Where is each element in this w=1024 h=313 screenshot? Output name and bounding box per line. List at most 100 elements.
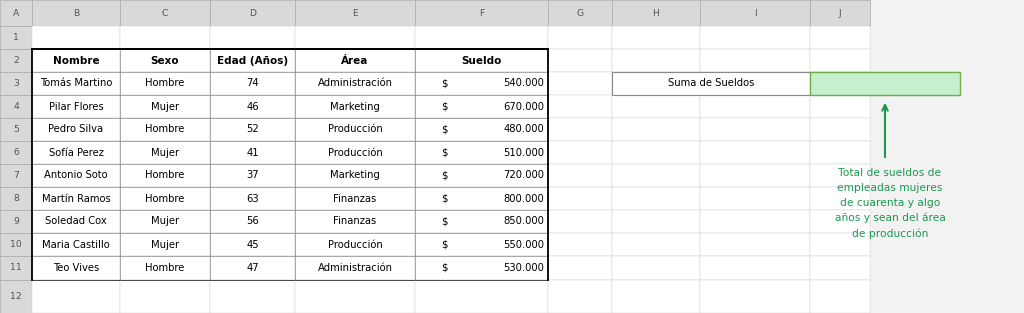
Text: B: B (73, 8, 79, 18)
Bar (295, 187, 415, 210)
Bar (415, 164, 548, 187)
Bar (612, 233, 700, 256)
Bar (0, 187, 32, 210)
Bar (810, 0, 870, 26)
Text: 45: 45 (246, 239, 259, 249)
Text: $: $ (441, 125, 447, 135)
Bar (548, 210, 612, 233)
Bar (810, 26, 870, 49)
Text: 720.000: 720.000 (503, 171, 544, 181)
Bar (810, 256, 870, 280)
Bar (0, 0, 32, 26)
Bar (120, 256, 210, 280)
Bar (415, 187, 548, 210)
Bar (0, 256, 32, 280)
Bar (120, 95, 210, 118)
Text: 850.000: 850.000 (503, 217, 544, 227)
Text: 56: 56 (246, 217, 259, 227)
Bar (612, 141, 700, 164)
Bar (295, 72, 415, 95)
Bar (295, 26, 415, 49)
Bar (295, 95, 415, 118)
Bar (700, 164, 810, 187)
Bar (612, 118, 700, 141)
Bar (612, 72, 700, 95)
Text: $: $ (441, 171, 447, 181)
Text: $: $ (441, 101, 447, 111)
Bar (210, 49, 295, 72)
Bar (700, 233, 810, 256)
Text: Maria Castillo: Maria Castillo (42, 239, 110, 249)
Bar (548, 49, 612, 72)
Bar (810, 187, 870, 210)
Bar (548, 164, 612, 187)
Text: Tomás Martino: Tomás Martino (40, 79, 113, 89)
Bar (210, 164, 295, 187)
Bar (415, 210, 548, 233)
Bar (810, 95, 870, 118)
Text: Sofía Perez: Sofía Perez (48, 147, 103, 157)
Text: Producción: Producción (328, 239, 382, 249)
Bar (810, 118, 870, 141)
Text: $: $ (441, 79, 447, 89)
Bar (612, 187, 700, 210)
Text: 46: 46 (246, 101, 259, 111)
Bar (810, 280, 870, 313)
Text: J: J (839, 8, 842, 18)
Text: H: H (652, 8, 659, 18)
Bar (32, 210, 120, 233)
Text: 4: 4 (13, 102, 18, 111)
Bar (0, 233, 32, 256)
Text: E: E (352, 8, 357, 18)
Bar (548, 256, 612, 280)
Bar (612, 164, 700, 187)
Bar (210, 141, 295, 164)
Bar (32, 49, 120, 72)
Text: Pedro Silva: Pedro Silva (48, 125, 103, 135)
Bar (120, 49, 210, 72)
Bar (700, 210, 810, 233)
Bar (415, 72, 548, 95)
Bar (810, 49, 870, 72)
Bar (210, 187, 295, 210)
Text: Soledad Cox: Soledad Cox (45, 217, 106, 227)
Text: $: $ (441, 193, 447, 203)
Text: $: $ (441, 147, 447, 157)
Bar (700, 49, 810, 72)
Bar (612, 210, 700, 233)
Text: Martín Ramos: Martín Ramos (42, 193, 111, 203)
Text: 12: 12 (10, 292, 22, 301)
Text: 800.000: 800.000 (503, 193, 544, 203)
Bar (210, 72, 295, 95)
Text: Edad (Años): Edad (Años) (217, 55, 288, 65)
Text: Marketing: Marketing (330, 171, 380, 181)
Text: Sexo: Sexo (151, 55, 179, 65)
Bar (210, 233, 295, 256)
Bar (612, 72, 810, 95)
Bar (210, 210, 295, 233)
Bar (612, 256, 700, 280)
Bar (415, 0, 548, 26)
Bar (0, 95, 32, 118)
Bar (415, 49, 548, 72)
Bar (210, 280, 295, 313)
Text: Pilar Flores: Pilar Flores (48, 101, 103, 111)
Bar (810, 210, 870, 233)
Bar (120, 72, 210, 95)
Text: Administración: Administración (317, 263, 392, 273)
Text: Sueldo: Sueldo (462, 55, 502, 65)
Bar (32, 187, 120, 210)
Bar (210, 0, 295, 26)
Text: C: C (162, 8, 168, 18)
Text: 52: 52 (246, 125, 259, 135)
Bar (120, 233, 210, 256)
Bar (612, 0, 700, 26)
Text: 1: 1 (13, 33, 18, 42)
Bar (295, 118, 415, 141)
Bar (548, 141, 612, 164)
Text: Hombre: Hombre (145, 125, 184, 135)
Text: 37: 37 (246, 171, 259, 181)
Bar (548, 26, 612, 49)
Bar (548, 118, 612, 141)
Bar (295, 164, 415, 187)
